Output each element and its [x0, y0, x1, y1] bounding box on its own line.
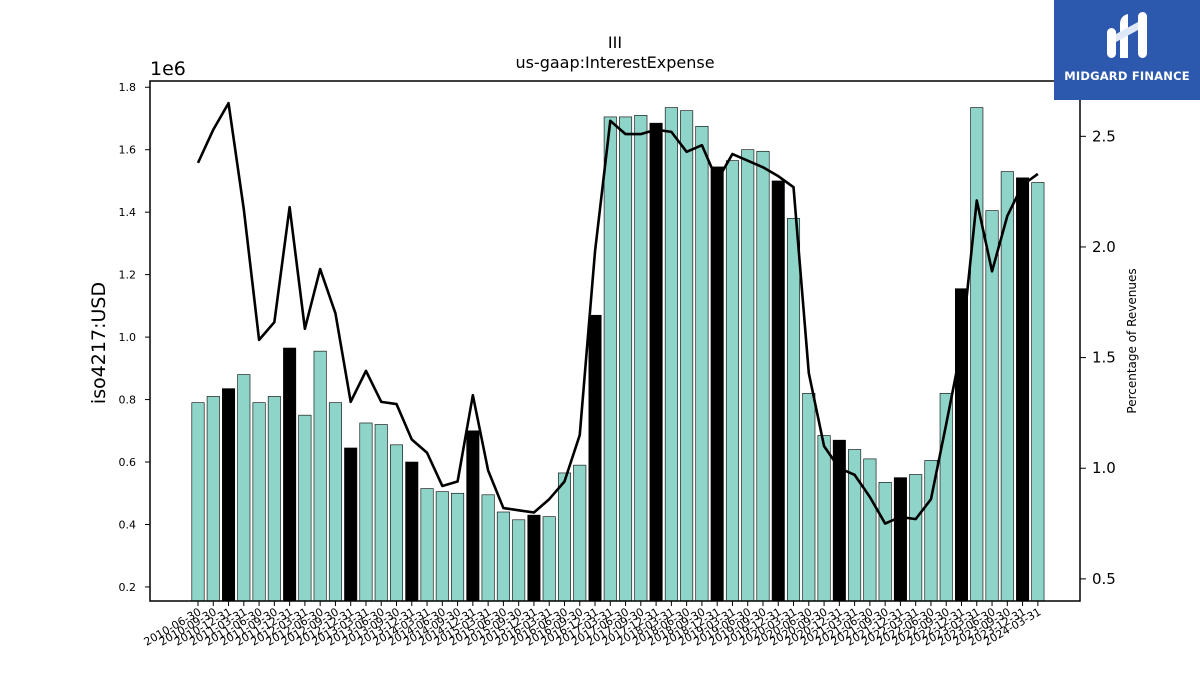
bar-2011-09-30 [267, 396, 281, 602]
bar-2018-03-31 [664, 107, 678, 602]
bar-2015-09-30 [512, 519, 526, 602]
bar-series [191, 107, 1045, 602]
y-tick-label: 0.6 [119, 456, 137, 469]
y2-tick-label: 1.0 [1092, 459, 1116, 477]
logo-text: MIDGARD FINANCE [1064, 69, 1190, 83]
y-tick-label: 1.0 [119, 331, 137, 344]
y2-axis-label: Percentage of Revenues [1125, 268, 1139, 413]
bar-2023-03-31 [970, 107, 984, 602]
bar-2018-12-31 [710, 166, 724, 602]
y-tick-label: 1.6 [119, 144, 137, 157]
midgard-finance-logo: MIDGARD FINANCE [1054, 0, 1200, 100]
bar-2012-09-30 [328, 402, 342, 602]
bar-2023-12-31 [1016, 177, 1030, 602]
bar-2015-03-31 [481, 494, 495, 602]
bar-2020-06-30 [802, 393, 816, 602]
y2-tick-label: 2.0 [1092, 238, 1116, 256]
y2-axis-ticks: 0.5 1.0 1.5 2.0 2.5 [1080, 127, 1116, 588]
bar-2019-06-30 [741, 149, 755, 602]
bar-2022-03-31 [909, 474, 923, 602]
bar-2013-06-30 [374, 424, 388, 602]
bar-2013-12-31 [405, 461, 419, 602]
bar-2017-09-30 [634, 115, 648, 602]
y-offset-label: 1e6 [150, 58, 186, 80]
bar-2013-03-31 [359, 422, 373, 602]
chart-subtitle: us-gaap:InterestExpense [515, 53, 714, 72]
bar-2016-09-30 [573, 464, 587, 602]
bar-2014-03-31 [420, 488, 434, 602]
bar-2016-06-30 [557, 472, 571, 602]
bar-2014-06-30 [435, 491, 449, 602]
bar-2019-09-30 [756, 150, 770, 602]
bar-2017-12-31 [649, 122, 663, 602]
y-tick-label: 0.2 [119, 581, 137, 594]
bar-2010-09-30 [206, 396, 220, 602]
bar-2024-03-31 [1031, 182, 1045, 602]
bar-2017-06-30 [619, 116, 633, 602]
y-axis-ticks: 0.2 0.4 0.6 0.8 1.0 1.2 1.4 1.6 1.8 [119, 81, 150, 594]
bar-2012-06-30 [313, 350, 327, 602]
line-series [196, 101, 1039, 525]
percentage-of-revenues-line [196, 101, 1039, 525]
bar-2010-06-30 [191, 402, 205, 602]
y2-tick-label: 2.5 [1092, 127, 1116, 145]
bar-2013-09-30 [390, 444, 404, 602]
bar-2011-12-31 [283, 347, 297, 602]
bar-2019-12-31 [771, 180, 785, 602]
y-tick-label: 0.8 [119, 394, 137, 407]
plot-frame [149, 80, 1081, 602]
bar-2018-06-30 [680, 110, 694, 602]
bar-2012-03-31 [298, 414, 312, 602]
bar-2016-03-31 [542, 516, 556, 602]
bar-2021-09-30 [878, 482, 892, 602]
bar-2014-12-31 [466, 430, 480, 602]
bar-2016-12-31 [588, 314, 602, 602]
bar-2020-12-31 [832, 439, 846, 602]
bar-2011-06-30 [252, 402, 266, 602]
bar-2010-12-31 [222, 388, 236, 602]
bar-2018-09-30 [695, 125, 709, 602]
bar-2011-03-31 [237, 374, 251, 602]
y2-tick-label: 1.5 [1092, 349, 1116, 367]
y-tick-label: 0.4 [119, 518, 137, 531]
bar-2015-12-31 [527, 514, 541, 602]
x-axis-ticks: 2010-06-302010-09-302010-12-312011-03-31… [142, 601, 1043, 649]
bar-2012-12-31 [344, 447, 358, 602]
y-tick-label: 1.2 [119, 269, 137, 282]
y-axis-label: iso4217:USD [88, 282, 110, 404]
bar-2021-12-31 [893, 477, 907, 602]
y2-tick-label: 0.5 [1092, 570, 1116, 588]
logo-mark-icon [1107, 12, 1147, 58]
y-tick-label: 1.4 [119, 206, 137, 219]
bar-2014-09-30 [451, 492, 465, 602]
bar-2021-06-30 [863, 458, 877, 602]
bar-2015-06-30 [496, 511, 510, 602]
y-tick-label: 1.8 [119, 81, 137, 94]
bar-2019-03-31 [725, 160, 739, 602]
bar-2020-03-31 [787, 218, 801, 602]
chart-title: III [608, 33, 622, 52]
bar-2017-03-31 [603, 116, 617, 602]
bar-2020-09-30 [817, 435, 831, 602]
